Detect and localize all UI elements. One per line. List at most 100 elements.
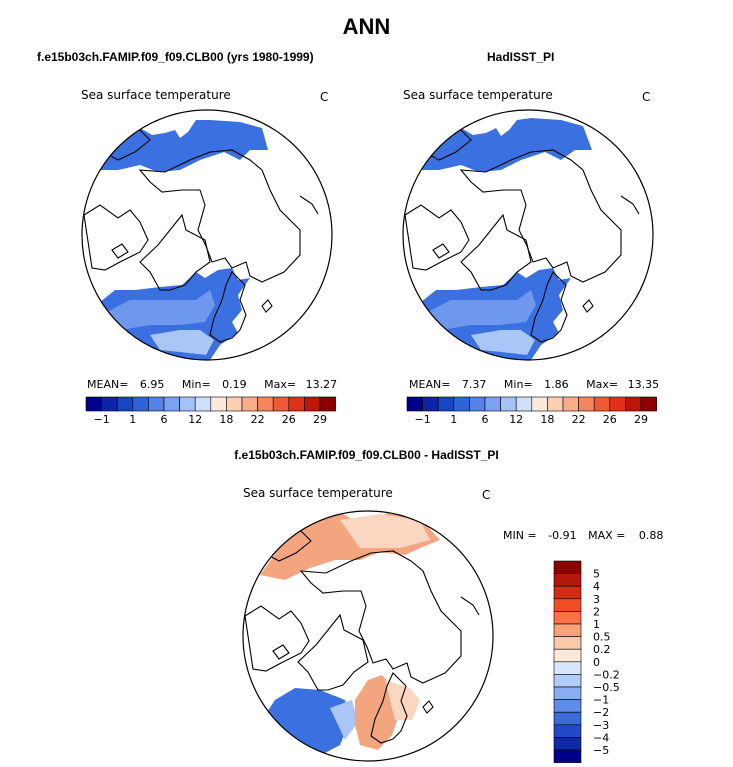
panel-1-siberia-coast: [138, 149, 301, 283]
panel-1-colorbar-swatch: [163, 396, 180, 412]
panel-1-max-label: Max=: [264, 378, 297, 391]
panel-3-colorbar-swatch: [553, 648, 582, 663]
panel-3-colorbar-tick-label: −2: [593, 706, 609, 719]
panel-3-colorbar-swatch: [553, 699, 582, 713]
panel-1-mean-label: MEAN=: [87, 378, 129, 391]
panel-1-colorbar-swatch: [194, 396, 212, 412]
panel-3-island-2: [422, 700, 434, 714]
panel-3-island-3: [460, 596, 480, 616]
panel-2-colorbar-swatch: [593, 396, 611, 412]
panel-1-mean-value: 6.95: [139, 378, 165, 391]
panel-2-colorbar-swatch: [609, 396, 626, 412]
panel-3-colorbar-swatch: [553, 611, 582, 625]
panel-2-mean-value: 7.37: [461, 378, 487, 391]
panel-3-colorbar-swatch: [553, 674, 582, 688]
panel-2-colorbar-swatch: [422, 396, 439, 412]
panel-1-norwegian-sea: [150, 330, 214, 355]
panel-3-colorbar-tick-label: 0.5: [593, 631, 611, 644]
panel-1-scandinavia-coast: [209, 271, 247, 343]
panel-3-colorbar-tick-label: −4: [593, 731, 609, 744]
panel-3-map: [242, 510, 494, 762]
figure-title: ANN: [342, 14, 391, 39]
panel-2-colorbar-swatch: [453, 396, 470, 412]
panel-2-island-2: [582, 299, 594, 313]
panel-3-colorbar-tick-label: 3: [593, 593, 600, 606]
panel-1-colorbar-tick-label: 29: [313, 413, 327, 426]
panel-1-colorbar-tick-label: 12: [188, 413, 202, 426]
panel-3-colorbar-swatch: [553, 623, 582, 637]
panel-2-colorbar-tick-label: 26: [603, 413, 617, 426]
panel-2-mean-label: MEAN=: [409, 378, 451, 391]
panel-2-colorbar-swatch: [515, 396, 533, 412]
panel-1-max-value: 13.27: [305, 378, 338, 391]
panel-3-colorbar-tick-label: −0.5: [593, 681, 620, 694]
panel-2-greenland-coast: [460, 213, 532, 291]
panel-1-colorbar-swatch: [257, 396, 274, 412]
panel-2-atlantic-inner: [416, 290, 536, 332]
panel-1-island-1: [111, 243, 129, 259]
panel-3-barents-warm: [385, 680, 420, 720]
panel-1-colorbar-swatch: [85, 396, 102, 412]
panel-2-canada-coast: [404, 204, 470, 271]
panel-2-colorbar-swatch: [640, 396, 657, 412]
panel-2-colorbar-swatch: [484, 396, 501, 412]
panel-1-stats: MEAN= 6.95 Min= 0.19 Max= 13.27: [87, 378, 337, 391]
panel-1-colorbar-tick-label: 22: [251, 413, 265, 426]
panel-1-colorbar-swatch: [179, 396, 196, 412]
panel-1-colorbar-swatch: [101, 396, 118, 412]
panel-2-min-value: 1.86: [544, 378, 569, 391]
panel-3-colorbar-swatch: [553, 724, 582, 738]
panel-2-colorbar-swatch: [562, 396, 579, 412]
panel-1-min-label: Min=: [181, 378, 211, 391]
panel-2-colorbar-swatch: [578, 396, 595, 412]
panel-2-colorbar-swatch: [547, 396, 564, 412]
panel-3-colorbar-swatch: [553, 749, 582, 763]
panel-3-max-value: 0.88: [638, 529, 664, 542]
panel-1-colorbar-tick-label: 1: [129, 413, 136, 426]
panel-2-scandinavia-coast: [530, 271, 568, 343]
panel-3-colorbar-swatch: [553, 661, 582, 675]
panel-2-units: C: [642, 90, 651, 104]
panel-2-colorbar-swatch: [500, 396, 517, 412]
panel-1-units: C: [320, 90, 329, 104]
panel-1-island-3: [299, 195, 319, 215]
panel-1-colorbar-tick-label: 6: [161, 413, 168, 426]
panel-1-field-label: Sea surface temperature: [81, 88, 231, 102]
panel-2-colorbar-tick-label: 6: [482, 413, 489, 426]
panel-1-colorbar-tick-label: 26: [282, 413, 296, 426]
panel-3-colorbar-swatch: [553, 585, 582, 600]
panel-3-colorbar-swatch: [553, 598, 582, 612]
panel-3-island-1: [272, 644, 290, 660]
panel-3-siberia-coast: [299, 550, 462, 684]
panel-1-colorbar-swatch: [148, 396, 165, 412]
panel-3-colorbar-tick-label: −5: [593, 744, 609, 757]
panel-2-colorbar-swatch: [406, 396, 423, 412]
panel-1-colorbar-swatch: [272, 396, 290, 412]
panel-3-colorbar-tick-label: 0.2: [593, 643, 611, 656]
panel-2-colorbar-swatch: [469, 396, 486, 412]
panel-3-canada-coast: [244, 605, 310, 672]
panel-1-colorbar-tick-label: 18: [219, 413, 233, 426]
panel-2-min-label: Min=: [503, 378, 533, 391]
panel-2-colorbar-swatch: [625, 396, 642, 412]
panel-3-heading: f.e15b03ch.FAMIP.f09_f09.CLB00 - HadISST…: [234, 448, 499, 462]
panel-1-pacific-shading: [82, 120, 268, 172]
panel-3-colorbar-swatch: [553, 636, 582, 650]
panel-2-colorbar-tick-label: 29: [634, 413, 648, 426]
panel-3-colorbar-tick-label: −3: [593, 719, 609, 732]
panel-3-scandinavia-coast: [370, 672, 408, 744]
panel-2-stats: MEAN= 7.37 Min= 1.86 Max= 13.35: [409, 378, 659, 391]
panel-3-units: C: [482, 488, 491, 502]
panel-3-colorbar-swatch: [553, 686, 582, 700]
panel-1-atlantic-inner: [95, 290, 215, 332]
panel-2-colorbar-tick-label: −1: [414, 413, 430, 426]
panel-1-greenland-coast: [139, 213, 211, 291]
panel-2-colorbar-tick-label: 12: [509, 413, 523, 426]
panel-2-pacific-shading: [403, 118, 592, 172]
panel-3-colorbar-tick-label: 4: [593, 580, 600, 593]
panel-1-colorbar-swatch: [288, 396, 305, 412]
panel-1-colorbar-swatch: [226, 396, 243, 412]
panel-1-colorbar-swatch: [319, 396, 336, 412]
panel-1-min-value: 0.19: [222, 378, 247, 391]
